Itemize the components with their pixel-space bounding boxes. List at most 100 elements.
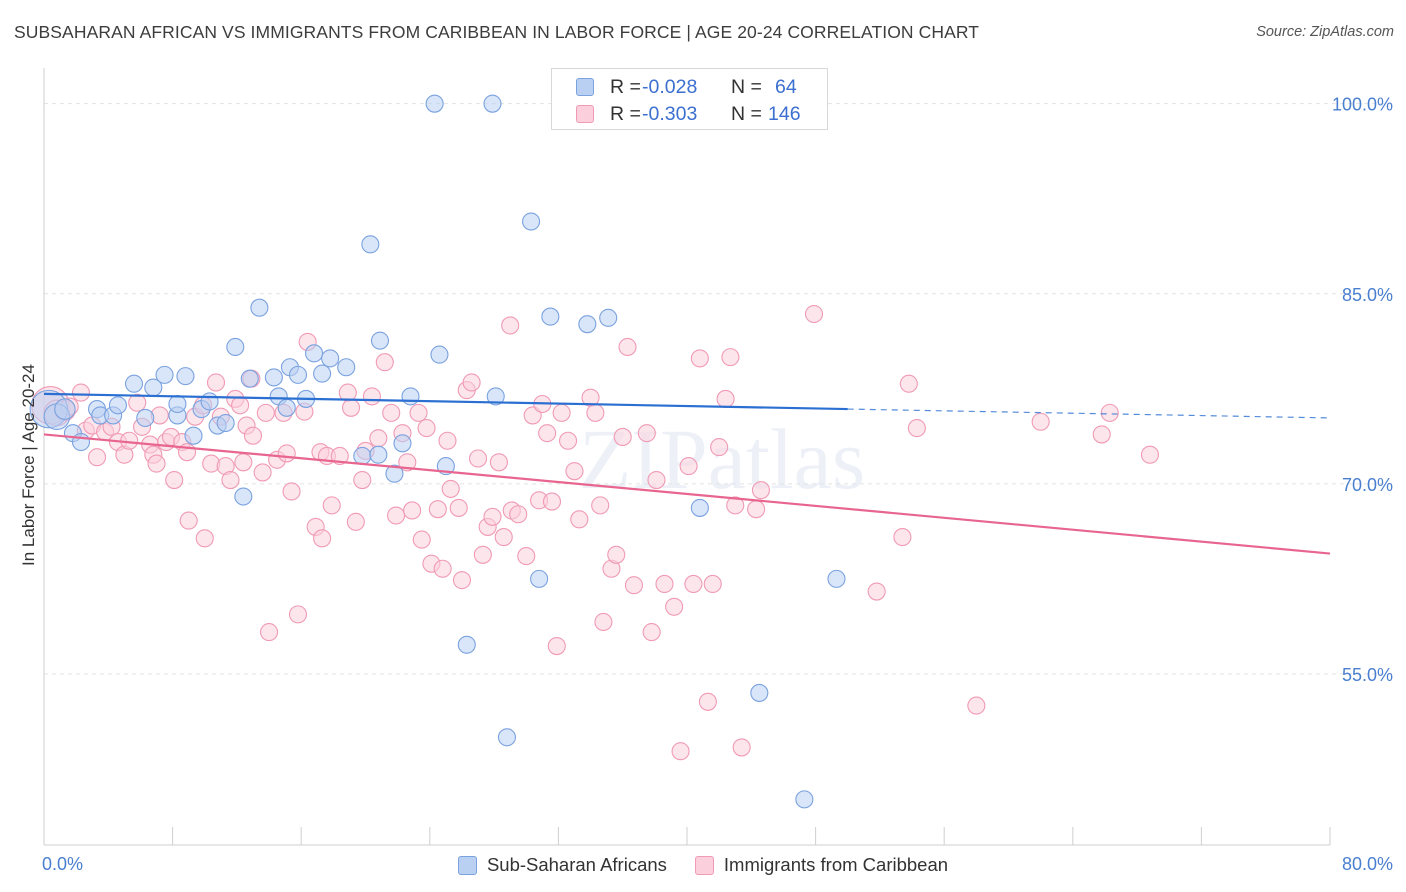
subsaharan-point [184, 426, 203, 445]
legend-item-subsaharan[interactable]: Sub-Saharan Africans [457, 854, 667, 876]
subsaharan-point [321, 349, 340, 368]
subsaharan-point [313, 364, 332, 383]
caribbean-point [624, 576, 644, 595]
series-caribbean-points [31, 304, 1160, 761]
caribbean-point [87, 448, 107, 467]
blue-swatch [457, 855, 477, 875]
caribbean-point [552, 403, 571, 422]
caribbean-point [1092, 425, 1111, 444]
y-tick-label: 85.0% [1342, 285, 1393, 305]
tick-labels: 100.0% 85.0% 70.0% 55.0% 0.0% 80.0% [42, 95, 1393, 874]
caribbean-point [206, 373, 226, 392]
axes [43, 68, 1331, 846]
subsaharan-point [288, 365, 308, 384]
caribbean-trend-line [43, 433, 1331, 555]
subsaharan-point [234, 487, 253, 506]
subsaharan-point [425, 94, 444, 113]
subsaharan-point [393, 434, 412, 453]
subsaharan-point [337, 358, 356, 377]
caribbean-point [542, 492, 562, 511]
caribbean-point [655, 574, 674, 594]
subsaharan-point [155, 365, 174, 384]
subsaharan-point [827, 569, 846, 588]
caribbean-point [221, 470, 240, 490]
subsaharan-trend-extension [847, 408, 1331, 419]
caribbean-point [613, 427, 632, 447]
caribbean-point [751, 481, 770, 500]
caribbean-point [721, 348, 740, 367]
subsaharan-point [599, 308, 618, 327]
r-value: -0.303 [642, 102, 698, 125]
r-label: R = [610, 75, 641, 98]
caribbean-point [71, 383, 91, 402]
subsaharan-point [530, 569, 549, 588]
subsaharan-point [361, 235, 380, 254]
caribbean-point [899, 374, 918, 393]
caribbean-point [452, 571, 472, 590]
caribbean-point [489, 453, 508, 472]
pink-swatch [694, 855, 714, 875]
subsaharan-point [369, 445, 388, 464]
subsaharan-point [71, 432, 91, 452]
caribbean-point [341, 398, 361, 417]
caribbean-point [1031, 412, 1050, 431]
caribbean-point [256, 403, 275, 422]
n-label: N = [731, 75, 762, 98]
caribbean-point [473, 545, 492, 564]
caribbean-point [433, 559, 452, 578]
subsaharan-point [522, 212, 541, 231]
caribbean-point [565, 462, 584, 481]
subsaharan-point [750, 683, 769, 702]
caribbean-point [703, 574, 722, 594]
x-tick-label: 80.0% [1342, 854, 1393, 874]
subsaharan-point [108, 396, 127, 415]
caribbean-point [330, 446, 349, 466]
caribbean-point [386, 506, 406, 525]
caribbean-point [867, 582, 886, 601]
r-value: -0.028 [642, 75, 698, 98]
n-value: 64 [775, 75, 797, 98]
caribbean-point [607, 545, 626, 564]
caribbean-point [1100, 403, 1119, 422]
caribbean-point [732, 738, 751, 757]
subsaharan-point [216, 413, 235, 433]
stats-legend: R = -0.028 N = 64 R = -0.303 N = 146 [551, 68, 828, 130]
subsaharan-point [264, 368, 283, 387]
caribbean-point [747, 500, 766, 519]
subsaharan-point [305, 344, 324, 363]
caribbean-point [313, 529, 332, 548]
trend-lines [43, 392, 1331, 555]
blue-swatch [576, 78, 594, 96]
caribbean-point [647, 470, 666, 490]
subsaharan-point [541, 307, 560, 326]
caribbean-point [231, 396, 250, 415]
subsaharan-point [176, 367, 195, 386]
subsaharan-point [277, 398, 296, 417]
subsaharan-point [353, 446, 372, 466]
caribbean-point [462, 373, 481, 392]
subsaharan-point [240, 369, 259, 388]
y-tick-label: 55.0% [1342, 665, 1393, 685]
caribbean-point [509, 505, 528, 524]
caribbean-point [591, 496, 610, 515]
caribbean-point [382, 403, 401, 422]
caribbean-point [726, 496, 745, 515]
caribbean-point [375, 353, 394, 372]
subsaharan-point [200, 392, 219, 411]
caribbean-point [403, 501, 422, 520]
caribbean-point [259, 623, 279, 642]
subsaharan-point [457, 635, 476, 654]
legend-item-caribbean[interactable]: Immigrants from Caribbean [694, 854, 948, 876]
caribbean-point [353, 470, 372, 490]
bottom-legend: Sub-Saharan Africans Immigrants from Car… [0, 852, 1406, 878]
y-tick-label: 70.0% [1342, 475, 1393, 495]
caribbean-point [369, 429, 388, 448]
caribbean-point [179, 511, 198, 530]
caribbean-point [362, 387, 381, 406]
caribbean-point [438, 431, 457, 450]
caribbean-point [165, 470, 184, 490]
caribbean-point [690, 349, 709, 368]
y-axis-title: In Labor Force | Age 20-24 [19, 364, 38, 566]
subsaharan-point [124, 374, 144, 393]
